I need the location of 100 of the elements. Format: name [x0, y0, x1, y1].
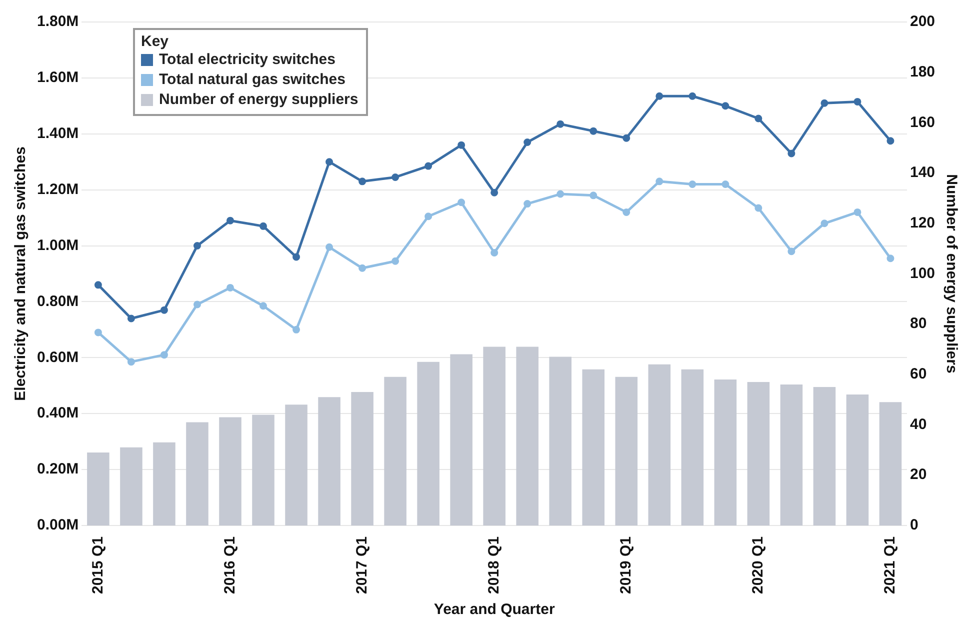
- point: [788, 248, 796, 256]
- point: [820, 220, 828, 228]
- x-tick-label: 2020 Q1: [750, 536, 767, 594]
- x-tick-label: 2015 Q1: [89, 536, 106, 594]
- bar: [450, 354, 472, 526]
- bar: [153, 442, 176, 526]
- point: [854, 98, 862, 106]
- y2-tick-label: 100: [910, 264, 936, 282]
- point: [722, 180, 730, 188]
- legend-title: Key: [141, 33, 170, 50]
- point: [490, 188, 498, 196]
- point: [127, 358, 135, 366]
- x-tick-label: 2018 Q1: [485, 536, 502, 594]
- point: [854, 208, 862, 216]
- bar: [648, 364, 671, 526]
- y-tick-label: 0.20M: [36, 460, 79, 478]
- legend-label: Number of energy suppliers: [159, 90, 358, 110]
- x-tick-label: 2021 Q1: [882, 536, 899, 594]
- point: [524, 138, 532, 146]
- bar: [681, 369, 704, 526]
- point: [590, 127, 598, 135]
- y2-tick-label: 40: [910, 416, 927, 433]
- point: [193, 300, 201, 308]
- point: [556, 120, 564, 128]
- point: [260, 222, 267, 230]
- point: [490, 249, 498, 256]
- point: [358, 264, 366, 272]
- y-tick-label: 1.60M: [36, 69, 79, 86]
- point: [820, 99, 828, 107]
- bar: [417, 362, 440, 526]
- point: [788, 150, 796, 158]
- point: [754, 204, 762, 212]
- y-axis-title: Electricity and natural gas switches: [12, 146, 30, 401]
- point: [94, 328, 102, 336]
- point: [656, 92, 664, 100]
- bar: [351, 392, 374, 526]
- bar: [582, 369, 605, 526]
- y2-tick-label: 200: [910, 13, 936, 30]
- bar: [813, 387, 836, 526]
- x-tick-label: 2016 Q1: [221, 536, 238, 594]
- point: [292, 253, 300, 261]
- point: [260, 302, 267, 310]
- point: [886, 137, 894, 145]
- bar: [252, 414, 274, 526]
- y2-tick-label: 80: [910, 315, 927, 332]
- bar: [186, 422, 208, 526]
- y-tick-label: 0.60M: [36, 348, 79, 366]
- y-tick-label: 1.40M: [36, 125, 79, 142]
- bar: [483, 346, 506, 526]
- bar: [219, 417, 242, 526]
- y2-tick-label: 20: [910, 466, 927, 484]
- legend-label: Total natural gas switches: [159, 70, 346, 90]
- point: [754, 114, 762, 122]
- bar: [285, 404, 308, 526]
- point: [722, 102, 730, 110]
- point: [160, 351, 168, 359]
- bar: [615, 376, 638, 526]
- point: [656, 178, 664, 186]
- bar: [747, 382, 770, 526]
- point: [226, 284, 234, 292]
- point: [160, 306, 168, 314]
- bar: [318, 397, 340, 526]
- x-tick-label: 2019 Q1: [618, 536, 635, 594]
- legend-label: Total electricity switches: [159, 50, 336, 70]
- point: [458, 141, 466, 149]
- bar: [714, 379, 737, 526]
- point: [326, 158, 334, 166]
- point: [326, 243, 334, 251]
- bar: [516, 346, 538, 526]
- y2-tick-label: 180: [910, 63, 936, 80]
- bar: [120, 447, 142, 526]
- point: [458, 198, 466, 206]
- point: [688, 180, 696, 188]
- point: [358, 178, 366, 186]
- bar: [384, 376, 406, 526]
- point: [193, 242, 201, 250]
- point: [886, 254, 894, 262]
- y-tick-label: 0.80M: [36, 292, 79, 310]
- y2-tick-label: 0: [910, 516, 918, 534]
- point: [424, 162, 432, 170]
- y-tick-label: 1.00M: [36, 236, 79, 254]
- y2-tick-label: 60: [910, 366, 927, 383]
- bar: [549, 356, 572, 526]
- bar: [780, 384, 803, 526]
- point: [556, 190, 564, 198]
- x-tick-label: 2017 Q1: [353, 536, 370, 594]
- point: [392, 173, 400, 181]
- point: [524, 200, 532, 208]
- point: [688, 92, 696, 100]
- y-tick-label: 0.00M: [36, 516, 79, 534]
- bar: [846, 394, 869, 526]
- point: [127, 314, 135, 322]
- point: [622, 134, 630, 142]
- y2-tick-label: 160: [910, 114, 936, 131]
- point: [622, 208, 630, 216]
- point: [424, 212, 432, 220]
- point: [292, 326, 300, 334]
- bar: [879, 402, 902, 526]
- y-tick-label: 1.80M: [36, 13, 79, 30]
- y2-tick-label: 120: [910, 214, 936, 232]
